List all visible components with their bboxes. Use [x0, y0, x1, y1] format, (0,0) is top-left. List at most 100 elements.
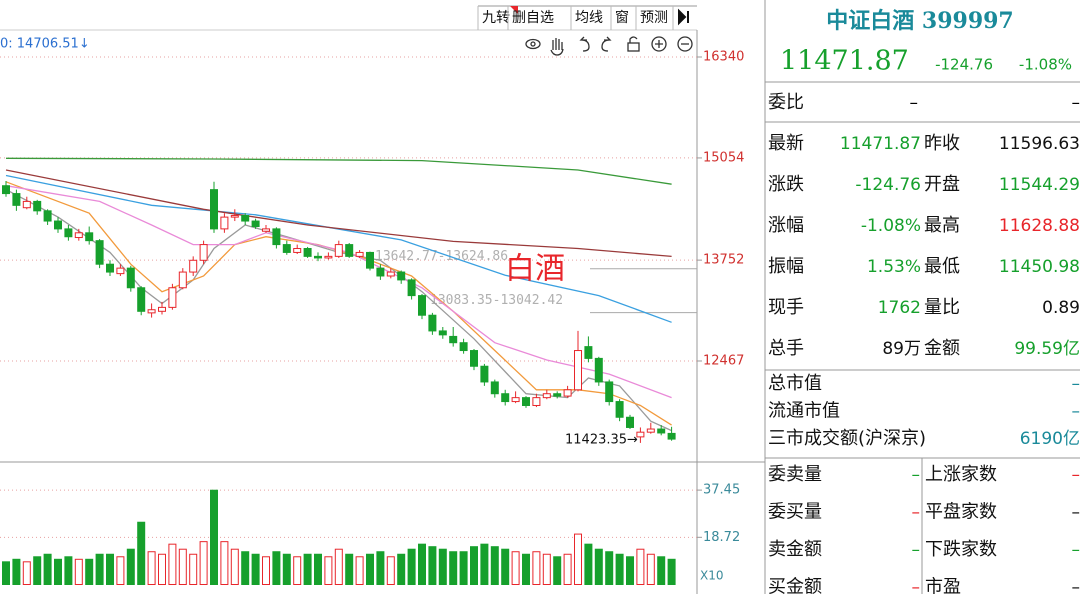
- quote-label: 振幅: [768, 256, 804, 277]
- quote-label: 量比: [924, 297, 960, 318]
- volume-bar: [407, 548, 416, 585]
- volume-bar: [605, 551, 614, 585]
- quote-value: –: [912, 578, 921, 594]
- candle-body: [574, 350, 582, 391]
- quote-label: 最新: [768, 133, 804, 154]
- candle-body: [532, 397, 541, 406]
- quote-value: 89万: [882, 339, 921, 359]
- candle-body: [241, 215, 250, 222]
- undo-icon[interactable]: [579, 36, 590, 52]
- volume-bar: [282, 553, 291, 586]
- quote-value: 99.59亿: [1014, 339, 1080, 359]
- volume-bar: [314, 553, 322, 586]
- zoom-in-icon: [655, 40, 663, 48]
- quote-value: 11596.63: [999, 134, 1080, 154]
- volume-bar: [345, 553, 354, 586]
- volume-bar: [241, 551, 250, 585]
- candle-body: [43, 210, 52, 222]
- candle-body: [522, 397, 530, 406]
- candle-body: [168, 287, 177, 308]
- lock-icon: [629, 36, 638, 43]
- quote-price: 11471.87: [780, 46, 909, 77]
- vol-unit: X10: [700, 569, 724, 583]
- volume-bar: [158, 553, 166, 586]
- toolbar-button[interactable]: 窗: [615, 9, 629, 26]
- quote-label: 金额: [924, 338, 960, 359]
- volume-bar: [95, 553, 104, 586]
- candle-body: [334, 244, 343, 257]
- volume-bar: [386, 556, 395, 586]
- quote-value: 11471.87: [840, 134, 921, 154]
- collapse-icon[interactable]: [678, 8, 689, 26]
- volume-bar: [563, 553, 572, 586]
- quote-value: –: [1072, 578, 1080, 594]
- candle-body: [178, 271, 187, 289]
- y-tick-label: 12467: [703, 353, 744, 368]
- toolbar-button[interactable]: 均线: [575, 10, 603, 26]
- quote-label: 涨跌: [768, 174, 804, 195]
- volume-bar: [459, 551, 468, 585]
- quote-value: –: [912, 465, 921, 485]
- quote-label: 卖金额: [768, 539, 822, 560]
- candle-body: [605, 381, 614, 403]
- volume-bar: [501, 548, 510, 585]
- candle-body: [64, 228, 73, 238]
- vol-tick-label: 37.45: [703, 483, 740, 498]
- quote-label: 流通市值: [768, 401, 840, 422]
- quote-label: 最低: [924, 256, 960, 277]
- quote-change: -124.76: [935, 56, 993, 74]
- candle-body: [386, 271, 395, 277]
- volume-bar: [64, 556, 73, 586]
- redo-icon[interactable]: [601, 36, 612, 52]
- quote-value: –: [1072, 503, 1080, 523]
- volume-bar: [178, 548, 187, 585]
- candle-body: [2, 185, 10, 195]
- quote-value: –: [1072, 93, 1080, 113]
- quote-value: 11450.98: [999, 257, 1080, 277]
- quote-value: –: [910, 93, 919, 113]
- candle-body: [626, 416, 634, 428]
- candle-body: [262, 228, 270, 232]
- candle-body: [646, 428, 655, 433]
- quote-value: –: [912, 540, 921, 560]
- ma-line: [5, 169, 672, 258]
- volume-bar: [355, 556, 364, 586]
- quote-value: 11544.29: [999, 175, 1080, 195]
- quote-label: 下跌家数: [925, 539, 997, 560]
- volume-bar: [553, 556, 562, 586]
- candle-body: [366, 251, 374, 269]
- quote-pct: -1.08%: [1019, 56, 1072, 74]
- lock-icon[interactable]: [627, 42, 640, 52]
- quote-label: 涨幅: [768, 215, 804, 236]
- volume-bar: [470, 546, 478, 585]
- volume-bar: [511, 551, 520, 585]
- candle-body: [376, 267, 385, 277]
- quote-value: –: [1072, 540, 1080, 560]
- volume-bar: [168, 543, 177, 585]
- volume-bar: [22, 561, 31, 586]
- volume-bar: [126, 548, 135, 585]
- volume-bar: [12, 558, 21, 586]
- volume-bar: [594, 548, 603, 585]
- y-tick-label: 16340: [703, 50, 744, 65]
- toolbar-button[interactable]: 九转: [482, 10, 510, 26]
- candle-body: [407, 279, 416, 297]
- hand-icon[interactable]: [550, 38, 564, 56]
- quote-title: 中证白酒 399997: [826, 8, 1014, 34]
- toolbar-button[interactable]: 预测: [640, 10, 668, 26]
- candle-body: [428, 314, 437, 332]
- volume-bar: [324, 556, 333, 586]
- toolbar-button[interactable]: 删自选: [512, 10, 554, 26]
- y-tick-label: 15054: [703, 150, 744, 165]
- volume-bar: [54, 558, 62, 586]
- zoom-in-icon[interactable]: [651, 36, 667, 52]
- volume-bar: [449, 551, 458, 585]
- quote-value: –: [1072, 374, 1080, 394]
- candle-body: [314, 255, 322, 259]
- candle-body: [594, 357, 603, 383]
- candle-body: [584, 346, 593, 359]
- candle-body: [210, 189, 218, 230]
- zoom-out-icon[interactable]: [677, 36, 693, 52]
- eye-icon[interactable]: [525, 38, 541, 50]
- quote-value: 6190亿: [1020, 429, 1080, 449]
